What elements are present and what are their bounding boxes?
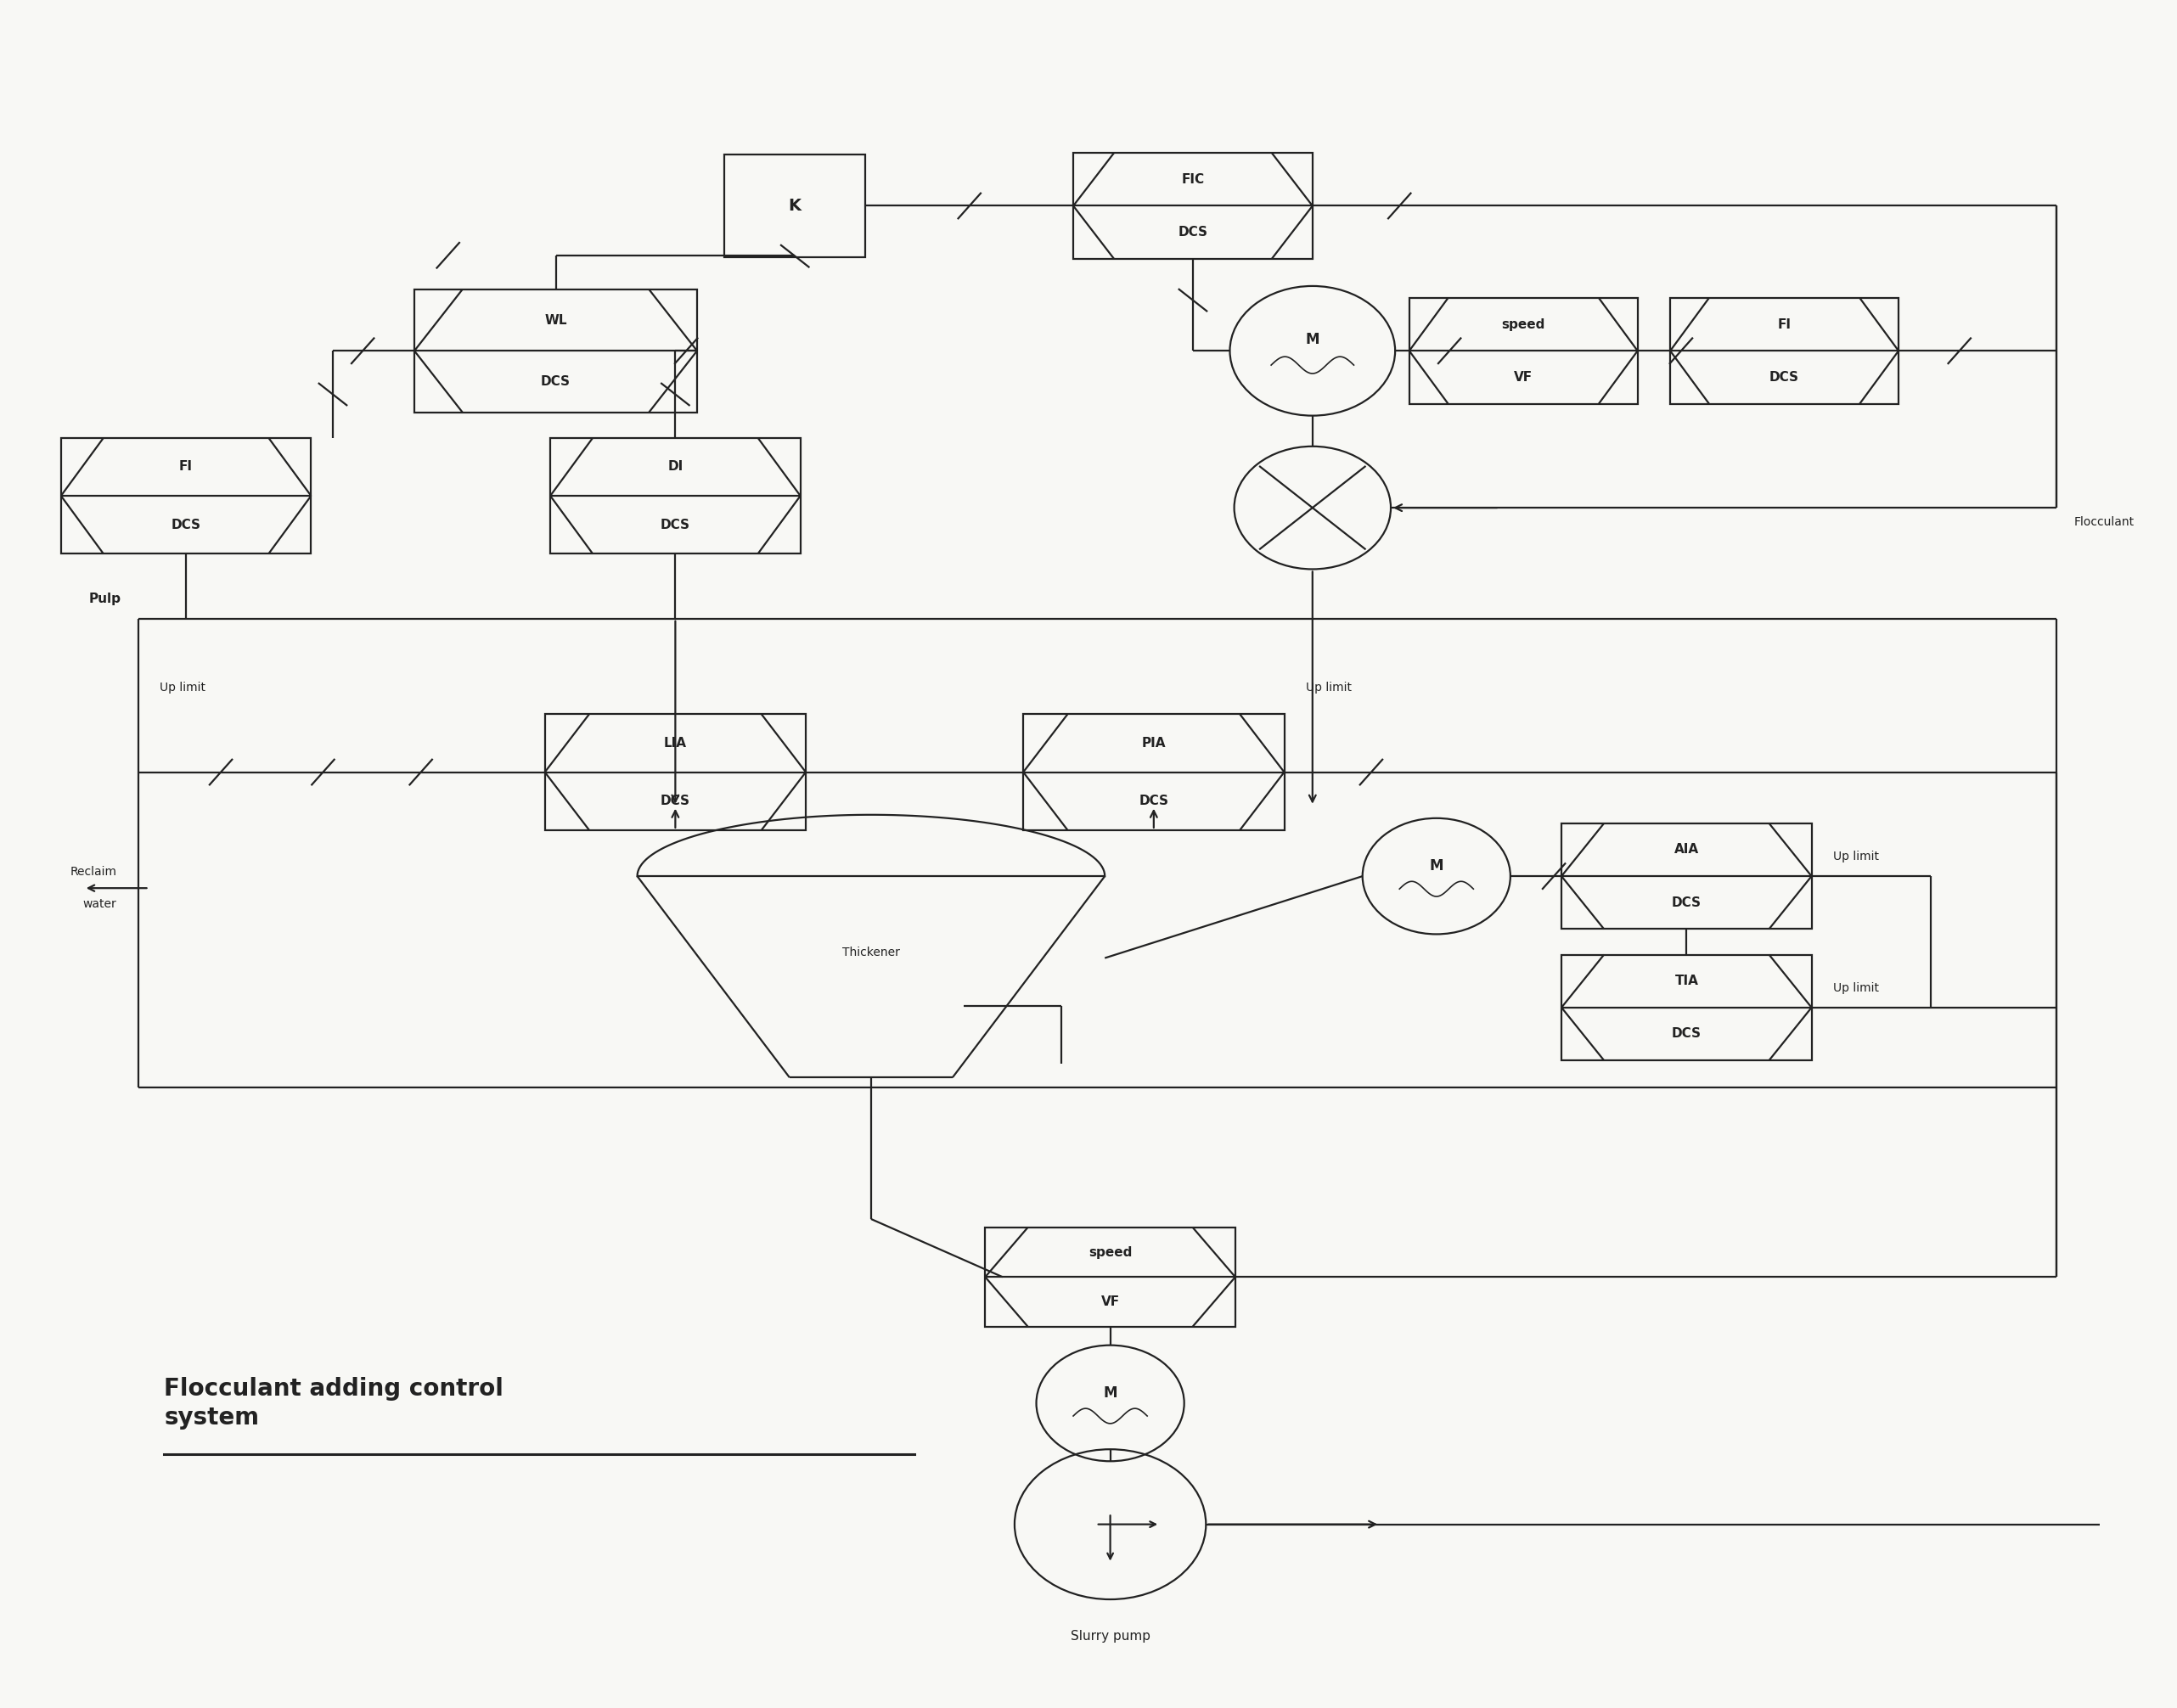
- Text: DCS: DCS: [172, 519, 200, 531]
- Text: speed: speed: [1088, 1245, 1132, 1259]
- Bar: [544, 714, 805, 830]
- Bar: [725, 155, 866, 256]
- Text: TIA: TIA: [1674, 975, 1698, 987]
- Text: water: water: [83, 898, 115, 910]
- Text: speed: speed: [1502, 318, 1546, 331]
- Text: Pulp: Pulp: [89, 593, 120, 605]
- Text: Up limit: Up limit: [1833, 851, 1879, 863]
- Text: M: M: [1306, 331, 1319, 347]
- Text: Thickener: Thickener: [842, 946, 899, 958]
- Text: DCS: DCS: [1672, 897, 1702, 909]
- Text: DCS: DCS: [1672, 1028, 1702, 1040]
- Text: DCS: DCS: [660, 519, 690, 531]
- Text: Flocculant adding control
system: Flocculant adding control system: [163, 1377, 503, 1430]
- Text: Up limit: Up limit: [159, 681, 207, 693]
- Text: Flocculant: Flocculant: [2075, 516, 2133, 528]
- Text: FI: FI: [179, 461, 194, 473]
- Text: Slurry pump: Slurry pump: [1071, 1629, 1149, 1643]
- Text: DCS: DCS: [1770, 371, 1798, 384]
- Text: M: M: [1430, 857, 1443, 873]
- Text: Reclaim: Reclaim: [70, 866, 115, 878]
- Text: WL: WL: [544, 314, 566, 326]
- Text: LIA: LIA: [664, 736, 686, 750]
- Text: VF: VF: [1513, 371, 1533, 384]
- Bar: [1409, 297, 1637, 403]
- Text: DCS: DCS: [1139, 794, 1169, 808]
- Text: Up limit: Up limit: [1306, 681, 1352, 693]
- Bar: [551, 437, 801, 553]
- Bar: [61, 437, 311, 553]
- Text: FI: FI: [1779, 318, 1792, 331]
- Text: K: K: [788, 198, 801, 214]
- Text: DCS: DCS: [660, 794, 690, 808]
- Text: AIA: AIA: [1674, 844, 1698, 856]
- Text: DCS: DCS: [540, 376, 570, 388]
- Bar: [1073, 154, 1313, 258]
- Text: DI: DI: [668, 461, 684, 473]
- Text: VF: VF: [1102, 1295, 1119, 1308]
- Text: M: M: [1104, 1385, 1117, 1401]
- Bar: [1561, 955, 1811, 1061]
- Bar: [414, 289, 697, 412]
- Text: Up limit: Up limit: [1833, 982, 1879, 994]
- Bar: [986, 1228, 1234, 1327]
- Text: DCS: DCS: [1178, 225, 1208, 239]
- Bar: [1670, 297, 1898, 403]
- Bar: [1561, 823, 1811, 929]
- Text: FIC: FIC: [1182, 173, 1204, 186]
- Text: PIA: PIA: [1141, 736, 1167, 750]
- Bar: [1023, 714, 1284, 830]
